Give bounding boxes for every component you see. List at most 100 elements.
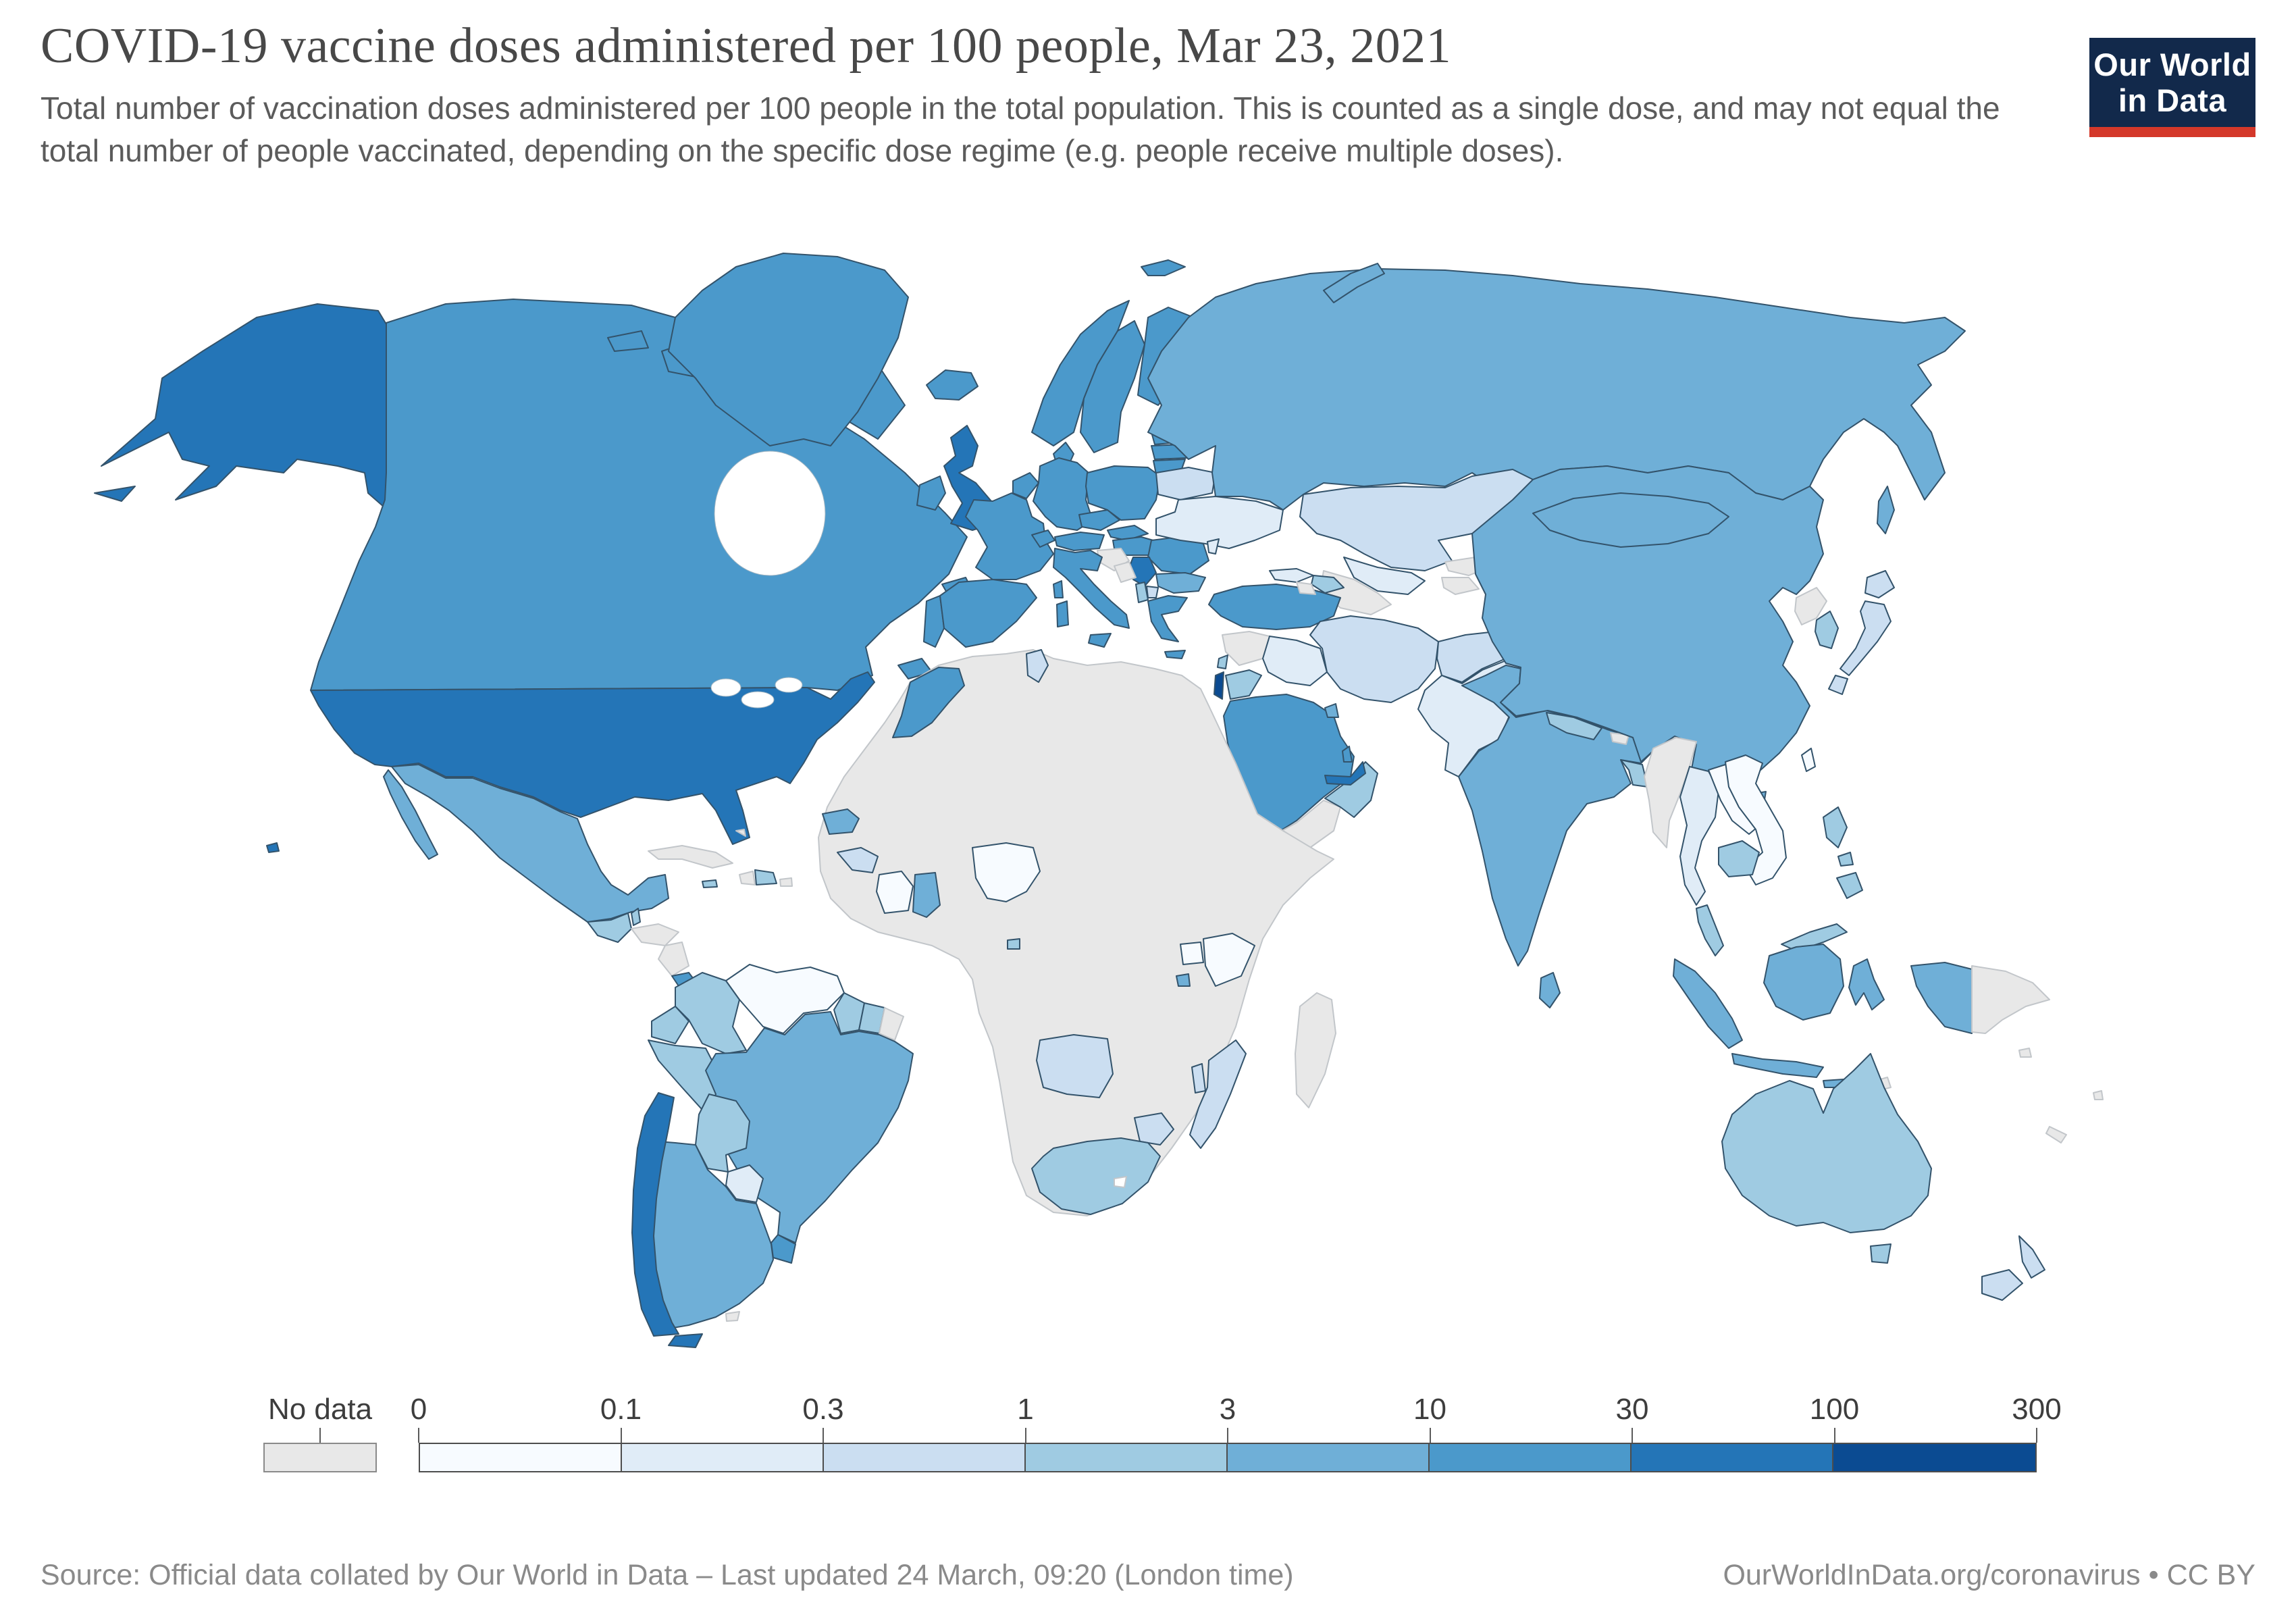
country-mexico[interactable]: [391, 764, 669, 923]
country-paraguay[interactable]: [725, 1164, 764, 1203]
country-japan-honshu[interactable]: [1840, 600, 1891, 676]
country-mozambique[interactable]: [1189, 1039, 1247, 1149]
country-south-africa[interactable]: [1031, 1137, 1161, 1215]
country-azerbaijan[interactable]: [1311, 575, 1345, 594]
country-benelux[interactable]: [1012, 472, 1039, 499]
country-senegal[interactable]: [822, 808, 860, 835]
country-chile[interactable]: [631, 1092, 679, 1337]
country-vietnam[interactable]: [1725, 754, 1787, 885]
country-norway[interactable]: [1031, 300, 1130, 446]
country-iran[interactable]: [1309, 615, 1439, 703]
country-italy[interactable]: [1053, 548, 1130, 629]
country-sweden[interactable]: [1080, 320, 1145, 453]
country-uae[interactable]: [1324, 761, 1366, 786]
country-mexico-baja[interactable]: [383, 769, 438, 860]
continent-africa-base[interactable]: [818, 649, 1334, 1216]
country-taiwan[interactable]: [1801, 748, 1816, 772]
country-morocco[interactable]: [892, 667, 965, 738]
country-madagascar[interactable]: [1295, 992, 1336, 1108]
country-belize[interactable]: [631, 908, 641, 926]
country-ecuador[interactable]: [651, 1006, 689, 1044]
country-solomon-islands[interactable]: [2018, 1048, 2032, 1058]
country-tierra-del-fuego[interactable]: [668, 1333, 703, 1348]
country-canada[interactable]: [310, 299, 968, 691]
owid-logo[interactable]: Our World in Data: [2089, 38, 2255, 127]
country-armenia[interactable]: [1296, 582, 1316, 595]
country-sulawesi[interactable]: [1848, 958, 1885, 1010]
country-kalimantan[interactable]: [1763, 944, 1844, 1021]
country-puerto-rico[interactable]: [779, 877, 793, 887]
legend-bin-30-100[interactable]: [1632, 1444, 1833, 1471]
country-south-korea[interactable]: [1815, 611, 1839, 649]
legend-bin-10-30[interactable]: [1430, 1444, 1632, 1471]
legend-no-data-swatch[interactable]: [263, 1443, 377, 1472]
country-czechia[interactable]: [1078, 509, 1120, 531]
country-belarus[interactable]: [1155, 467, 1216, 500]
country-crete[interactable]: [1164, 650, 1186, 659]
country-poland[interactable]: [1085, 465, 1161, 521]
country-aleutians[interactable]: [94, 486, 136, 502]
legend-bin-3-10[interactable]: [1228, 1444, 1430, 1471]
country-haiti[interactable]: [739, 871, 756, 885]
country-nicaragua[interactable]: [658, 942, 689, 977]
country-north-korea[interactable]: [1794, 587, 1827, 625]
country-tunisia[interactable]: [1026, 649, 1049, 683]
country-mindanao[interactable]: [1836, 872, 1863, 899]
country-iceland[interactable]: [926, 369, 979, 401]
country-angola[interactable]: [1036, 1034, 1114, 1098]
country-venezuela[interactable]: [725, 964, 845, 1034]
legend-bin-1-3[interactable]: [1026, 1444, 1228, 1471]
country-honduras[interactable]: [631, 923, 679, 946]
country-ghana[interactable]: [912, 872, 941, 918]
country-cuba[interactable]: [648, 845, 733, 869]
country-rwanda[interactable]: [1176, 973, 1191, 987]
country-bosnia[interactable]: [1114, 561, 1137, 583]
legend-color-bar[interactable]: [419, 1443, 2037, 1472]
country-bulgaria[interactable]: [1155, 572, 1206, 594]
legend-bin-0.1-0.3[interactable]: [622, 1444, 824, 1471]
country-guyana[interactable]: [833, 992, 865, 1034]
country-albania[interactable]: [1135, 582, 1149, 603]
legend-bin-0.3-1[interactable]: [824, 1444, 1026, 1471]
country-malaysia-peninsula[interactable]: [1696, 904, 1724, 956]
country-qatar[interactable]: [1342, 746, 1353, 763]
country-spain[interactable]: [939, 579, 1037, 648]
country-java[interactable]: [1731, 1053, 1824, 1078]
country-thailand[interactable]: [1679, 766, 1719, 906]
country-equatorial-guinea[interactable]: [1007, 938, 1020, 950]
country-corsica[interactable]: [1053, 580, 1064, 598]
country-cambodia[interactable]: [1718, 840, 1760, 877]
country-sicily[interactable]: [1088, 633, 1112, 648]
country-mongolia[interactable]: [1532, 492, 1729, 548]
country-bahamas[interactable]: [735, 829, 746, 837]
country-jordan[interactable]: [1225, 669, 1262, 700]
country-australia[interactable]: [1721, 1053, 1932, 1233]
country-russia[interactable]: [1147, 268, 1966, 511]
country-bangladesh[interactable]: [1620, 759, 1648, 788]
country-oman[interactable]: [1324, 761, 1378, 818]
country-sumatra[interactable]: [1673, 958, 1743, 1049]
country-falklands[interactable]: [725, 1311, 740, 1322]
country-jamaica[interactable]: [702, 879, 718, 888]
country-greece[interactable]: [1147, 595, 1188, 642]
country-tasmania[interactable]: [1870, 1243, 1891, 1264]
country-uganda[interactable]: [1180, 942, 1204, 965]
country-bolivia[interactable]: [695, 1093, 750, 1173]
country-ukraine[interactable]: [1155, 496, 1284, 549]
country-israel[interactable]: [1214, 671, 1224, 700]
country-moldova[interactable]: [1207, 538, 1220, 555]
country-georgia[interactable]: [1269, 568, 1314, 583]
country-novaya-zemlya[interactable]: [1323, 263, 1385, 303]
country-papua-new-guinea[interactable]: [1971, 965, 2050, 1034]
country-portugal[interactable]: [923, 595, 945, 648]
country-fiji[interactable]: [2093, 1090, 2104, 1100]
country-sri-lanka[interactable]: [1539, 972, 1561, 1008]
country-nz-north[interactable]: [2018, 1235, 2045, 1279]
country-luzon[interactable]: [1823, 806, 1848, 848]
country-united-states[interactable]: [310, 671, 875, 845]
country-kenya[interactable]: [1203, 933, 1255, 987]
country-svalbard[interactable]: [1141, 259, 1186, 276]
country-nigeria[interactable]: [972, 842, 1041, 902]
country-zimbabwe[interactable]: [1134, 1112, 1174, 1146]
country-nz-south[interactable]: [1981, 1269, 2023, 1301]
